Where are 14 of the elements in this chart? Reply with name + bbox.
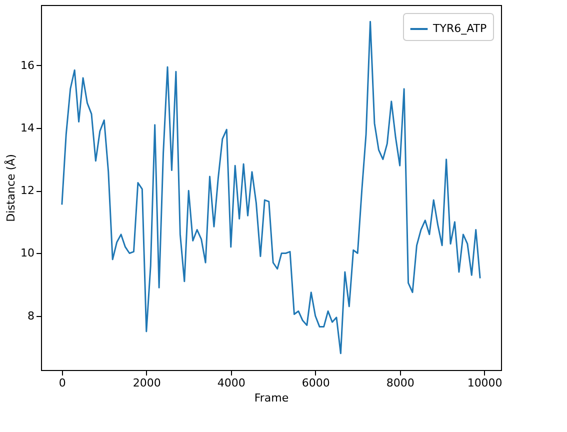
x-tick-label: 0	[58, 376, 66, 390]
x-tick-label: 10000	[467, 376, 502, 390]
y-axis-title: Distance (Å)	[4, 154, 18, 222]
y-tick-label: 8	[28, 309, 34, 322]
x-tick-label: 8000	[386, 376, 414, 390]
y-tick-label: 14	[20, 122, 34, 135]
y-tick-label: 12	[20, 184, 34, 198]
x-axis-title: Frame	[254, 392, 289, 404]
legend-label: TYR6_ATP	[432, 22, 487, 35]
x-tick-label: 2000	[132, 376, 161, 390]
x-tick-label: 6000	[302, 376, 330, 390]
y-tick-label: 16	[20, 58, 34, 72]
y-tick-label: 10	[20, 246, 34, 260]
x-tick-label: 4000	[217, 376, 246, 390]
